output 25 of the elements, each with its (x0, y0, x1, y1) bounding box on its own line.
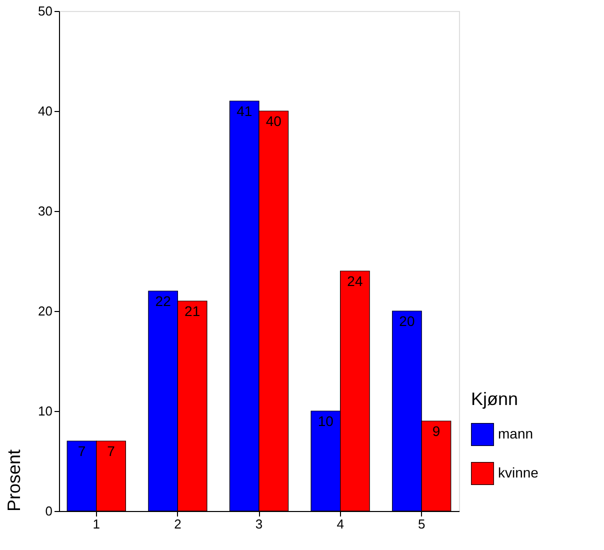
x-tick-label: 4 (336, 516, 344, 532)
x-tick-label: 2 (174, 516, 182, 532)
data-label: 24 (347, 273, 363, 289)
y-tick-label: 20 (38, 304, 52, 318)
y-tick-label: 50 (38, 4, 52, 18)
data-label: 20 (399, 313, 415, 329)
y-axis-title: Prosent (4, 449, 24, 512)
data-label: 7 (107, 443, 116, 459)
x-tick-label: 5 (418, 516, 426, 532)
data-label: 10 (318, 413, 334, 429)
data-label: 40 (266, 113, 282, 129)
x-tick-label: 1 (92, 516, 100, 532)
x-tick-label: 3 (255, 516, 263, 532)
data-label: 21 (184, 303, 200, 319)
y-tick-label: 40 (38, 104, 52, 118)
y-tick-label: 0 (45, 504, 52, 518)
data-label: 7 (78, 443, 86, 459)
data-label: 22 (155, 293, 172, 309)
y-tick-label: 10 (38, 404, 52, 418)
data-label: 41 (236, 103, 252, 119)
legend-title: Kjønn (471, 389, 518, 409)
y-tick-label: 30 (38, 204, 52, 218)
data-label: 9 (432, 423, 440, 439)
legend-label: kvinne (498, 464, 539, 480)
legend-label: mann (498, 426, 534, 442)
